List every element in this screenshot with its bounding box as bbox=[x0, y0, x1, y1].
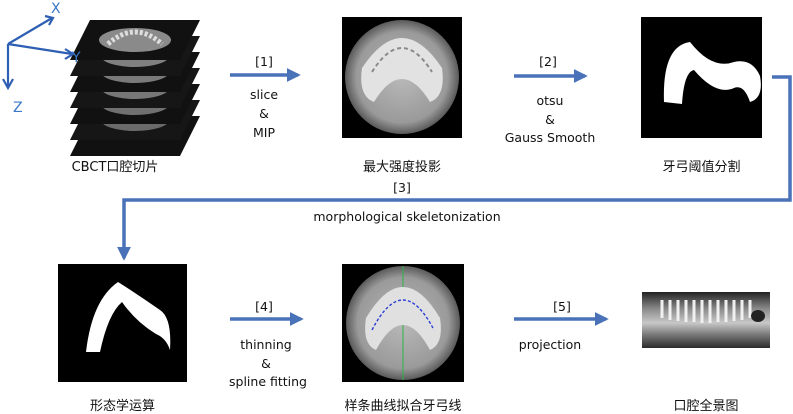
arrow-3 bbox=[117, 75, 792, 261]
step-5-line-1: projection bbox=[518, 337, 582, 352]
caption-threshold: 牙弓阈值分割 bbox=[662, 160, 741, 175]
axis-label-x: X bbox=[51, 1, 61, 17]
threshold-image bbox=[641, 17, 762, 138]
step-3-number: [3] bbox=[393, 180, 411, 195]
caption-slices: CBCT口腔切片 bbox=[71, 160, 159, 175]
caption-mip: 最大强度投影 bbox=[362, 160, 441, 175]
step-1-line-3: MIP bbox=[252, 125, 275, 140]
panorama-image bbox=[642, 292, 770, 348]
caption-spline: 样条曲线拟合牙弓线 bbox=[344, 399, 462, 414]
morph-image bbox=[58, 264, 187, 382]
step-1-number: [1] bbox=[255, 54, 273, 69]
step-1-line-1: slice bbox=[249, 87, 279, 102]
xyz-axes bbox=[2, 14, 76, 91]
step-2-line-3: Gauss Smooth bbox=[504, 130, 596, 145]
cbct-slice-stack bbox=[70, 20, 200, 156]
caption-morph: 形态学运算 bbox=[89, 399, 155, 414]
caption-panorama: 口腔全景图 bbox=[673, 399, 739, 414]
axis-label-y: Y bbox=[72, 50, 81, 66]
step-1-line-2: & bbox=[259, 106, 269, 121]
step-4-line-3: spline fitting bbox=[229, 374, 307, 389]
spline-image bbox=[342, 264, 464, 382]
step-4-number: [4] bbox=[255, 299, 273, 314]
step-2-line-1: otsu bbox=[536, 93, 564, 108]
step-3-line-1: morphological skeletonization bbox=[313, 209, 501, 224]
mip-image bbox=[342, 17, 462, 138]
axis-label-z: Z bbox=[13, 100, 23, 116]
arrows bbox=[117, 68, 792, 326]
step-2-line-2: & bbox=[545, 112, 555, 127]
step-4-line-2: & bbox=[261, 356, 271, 371]
step-4-line-1: thinning bbox=[240, 337, 292, 352]
step-2-number: [2] bbox=[539, 54, 557, 69]
step-5-number: [5] bbox=[553, 299, 571, 314]
